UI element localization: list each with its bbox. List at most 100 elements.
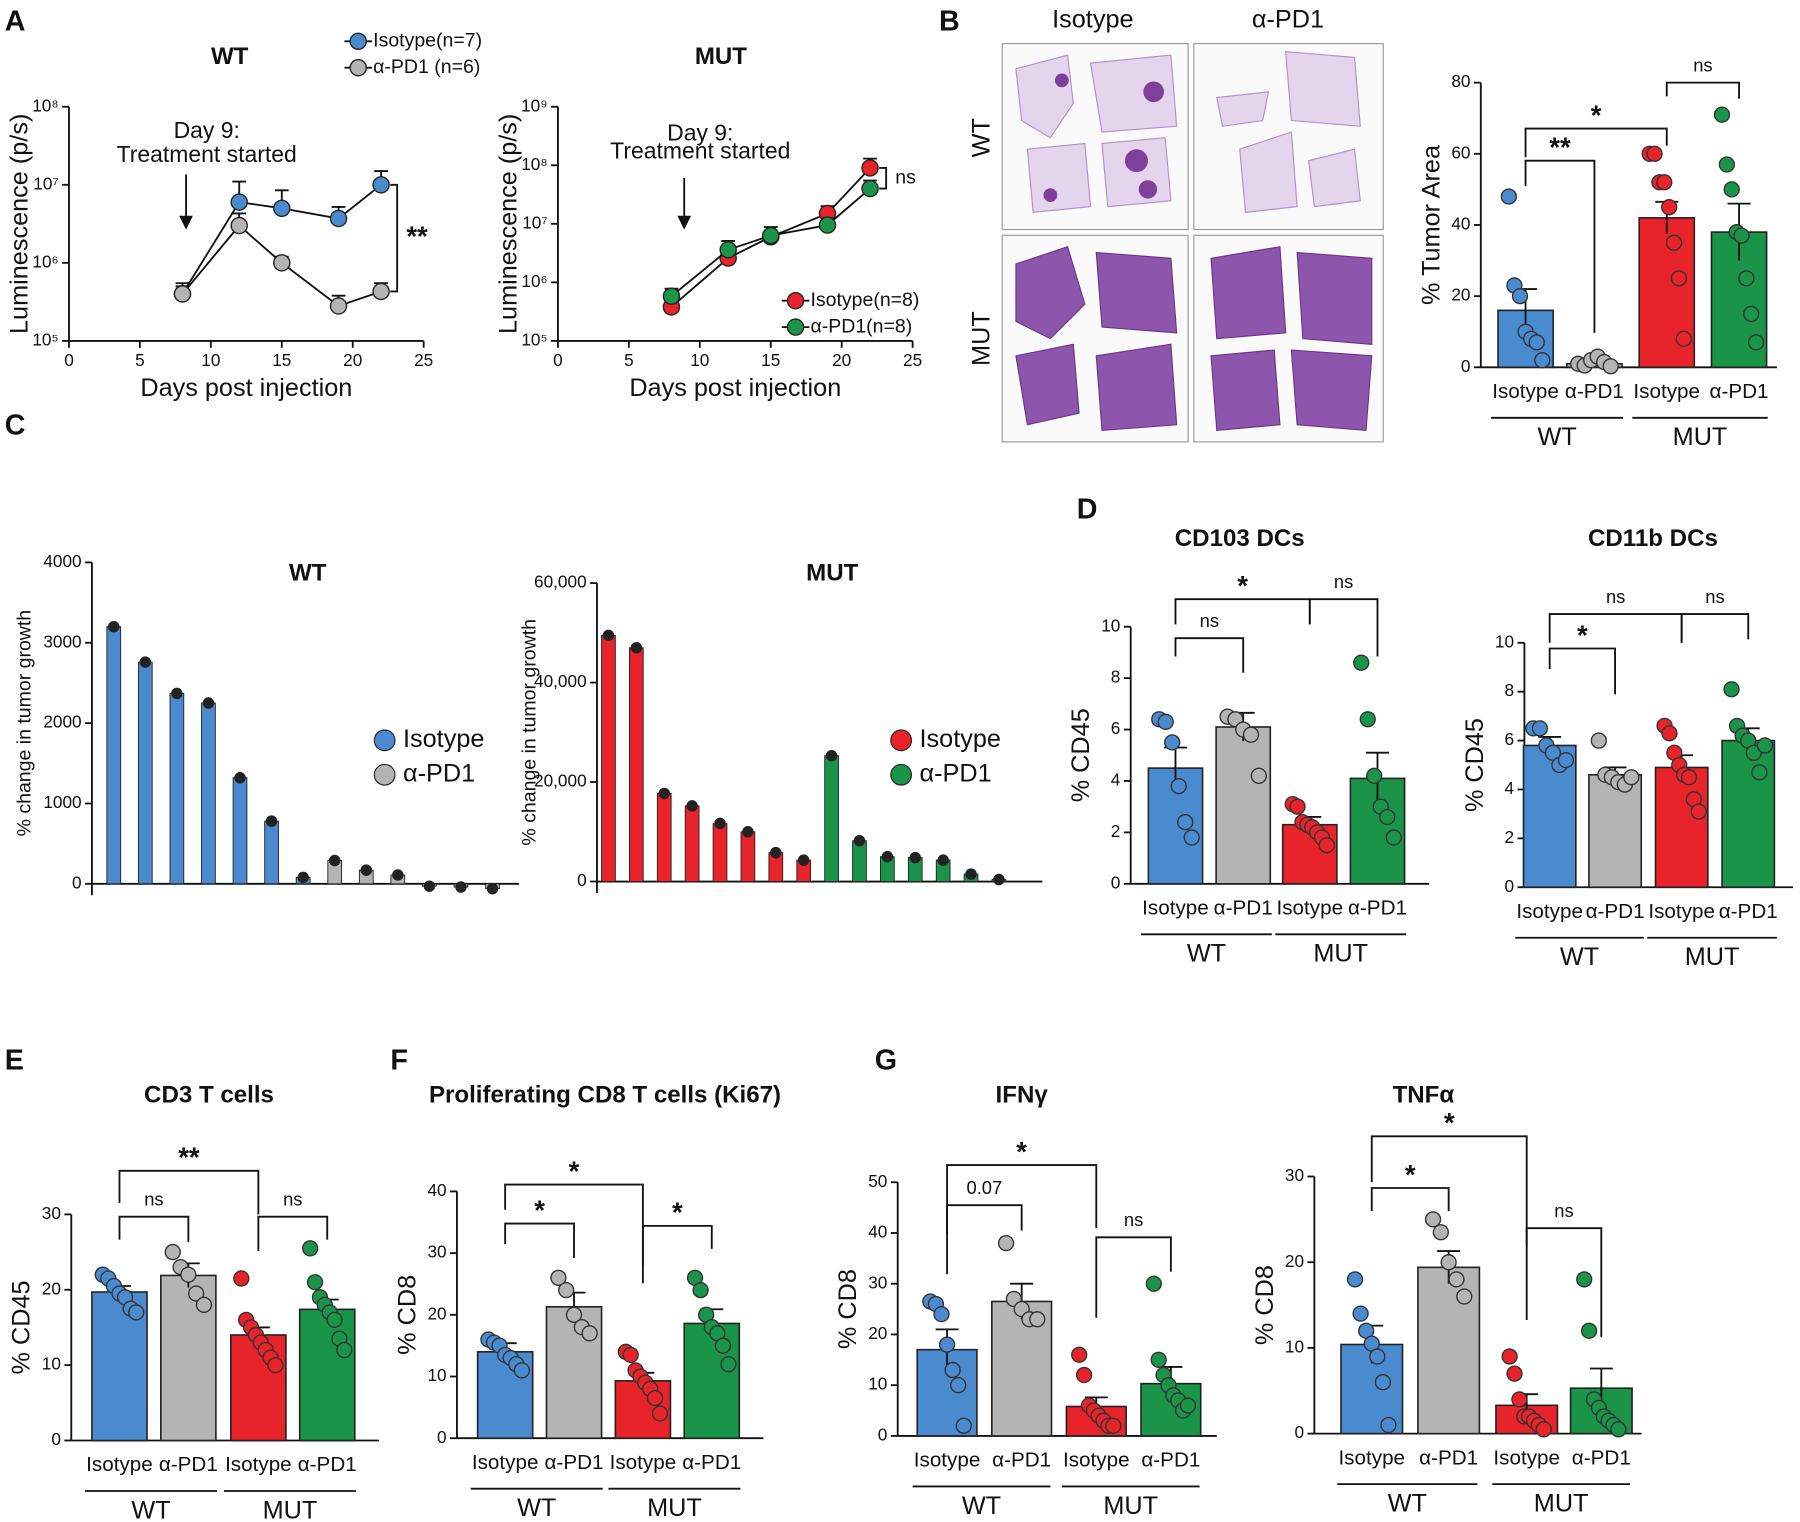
- legend-marker: [786, 318, 805, 336]
- y-tick-label: 10: [1495, 631, 1514, 651]
- point: [1071, 1346, 1088, 1363]
- y-tick-label: 0: [1461, 356, 1471, 376]
- bar: [629, 647, 644, 882]
- legend-label: α-PD1: [920, 759, 992, 787]
- x-tick-label: Isotype: [86, 1453, 153, 1476]
- y-axis-label: % change in tumor growth: [14, 610, 36, 837]
- x-tick-label: Isotype: [1493, 1446, 1560, 1469]
- significance-bracket: [1095, 1236, 1172, 1318]
- point: [1105, 1417, 1122, 1434]
- y-tick-label: 2: [1505, 827, 1515, 847]
- y-axis-label: % change in tumor growth: [519, 619, 541, 846]
- bar: [683, 1322, 741, 1440]
- significance-bracket: [1524, 127, 1668, 158]
- bar-cap: [658, 787, 670, 800]
- x-tick-label: 15: [761, 350, 780, 370]
- point: [1690, 803, 1707, 820]
- row-label: MUT: [967, 311, 995, 366]
- bar-cap: [328, 854, 341, 867]
- x-tick-label: α-PD1: [1348, 897, 1407, 920]
- significance: *: [1237, 570, 1248, 601]
- y-tick-label: 10: [1285, 1336, 1304, 1356]
- point: [1602, 358, 1619, 375]
- x-tick-label: α-PD1: [159, 1453, 218, 1476]
- x-tick-label: α-PD1: [1586, 900, 1645, 923]
- point: [1661, 725, 1678, 742]
- panel-label: G: [875, 1044, 897, 1076]
- bar: [1522, 744, 1577, 889]
- bar-cap: [881, 850, 894, 863]
- x-tick-label: 15: [272, 350, 291, 370]
- point: [1242, 726, 1260, 743]
- x-tick-label: Isotype: [225, 1453, 292, 1476]
- significance-bracket: [118, 1215, 190, 1242]
- significance: ns: [1334, 571, 1353, 592]
- point: [230, 193, 248, 211]
- point: [329, 297, 348, 315]
- point: [1183, 829, 1200, 846]
- panel-label: C: [5, 410, 26, 442]
- bar: [264, 820, 279, 885]
- point: [195, 1296, 213, 1313]
- x-tick-label: Isotype: [1633, 380, 1700, 403]
- tissue: [1015, 246, 1373, 432]
- bar: [656, 793, 672, 882]
- bar: [1588, 773, 1643, 889]
- point: [326, 1311, 343, 1329]
- point: [1318, 837, 1335, 854]
- panel-label: B: [939, 6, 960, 38]
- group-label: MUT: [1534, 1489, 1589, 1517]
- y-tick-label: 20: [42, 1278, 61, 1298]
- x-tick-label: 20: [343, 350, 362, 370]
- significance: *: [534, 1194, 545, 1225]
- legend-label: α-PD1: [403, 759, 475, 787]
- y-tick-label: 10⁸: [32, 95, 58, 115]
- panel-label: E: [5, 1044, 24, 1076]
- y-tick-label: 10⁹: [521, 95, 548, 115]
- x-tick-label: 5: [624, 350, 634, 370]
- group-label: MUT: [263, 1496, 318, 1522]
- bar: [137, 661, 153, 885]
- x-tick-label: α-PD1: [1719, 900, 1778, 923]
- y-tick-label: 0: [1111, 872, 1121, 892]
- significance: **: [406, 220, 428, 251]
- x-tick-label: Isotype: [1648, 900, 1715, 923]
- significance: *: [1591, 99, 1602, 130]
- point: [306, 1274, 324, 1291]
- point: [581, 1325, 598, 1342]
- significance-bracket: [1665, 81, 1740, 99]
- annotation: Treatment started: [117, 141, 297, 167]
- point: [233, 1270, 250, 1287]
- point: [662, 287, 681, 305]
- point: [1511, 1391, 1528, 1408]
- x-tick-label: Isotype: [1516, 900, 1583, 923]
- significance: ns: [1606, 586, 1625, 607]
- point: [1369, 1348, 1386, 1365]
- panel-label: D: [1077, 493, 1098, 525]
- x-tick-label: 5: [135, 350, 145, 370]
- panel-label: F: [390, 1044, 408, 1076]
- point: [513, 1362, 531, 1379]
- point: [1177, 813, 1194, 831]
- y-tick-label: 50: [868, 1171, 887, 1191]
- point: [230, 216, 248, 235]
- arrow-head: [677, 215, 692, 230]
- point: [1743, 305, 1760, 323]
- bar-cap: [937, 854, 949, 866]
- significance-bracket: [1174, 637, 1245, 673]
- bar: [1721, 739, 1776, 889]
- point: [1576, 1271, 1593, 1288]
- x-tick-label: α-PD1: [1710, 380, 1769, 403]
- y-tick-label: 10: [868, 1374, 887, 1394]
- histology: [1001, 43, 1384, 443]
- significance-bracket: [1370, 1187, 1450, 1211]
- legend-label: α-PD1 (n=6): [373, 56, 480, 78]
- point: [719, 241, 737, 259]
- y-axis-label: % CD45: [1461, 718, 1489, 812]
- point: [1352, 1305, 1369, 1322]
- bar: [298, 1308, 356, 1442]
- significance-bracket: [118, 1169, 260, 1215]
- y-tick-label: 10: [427, 1365, 446, 1385]
- bar-cap: [909, 851, 922, 864]
